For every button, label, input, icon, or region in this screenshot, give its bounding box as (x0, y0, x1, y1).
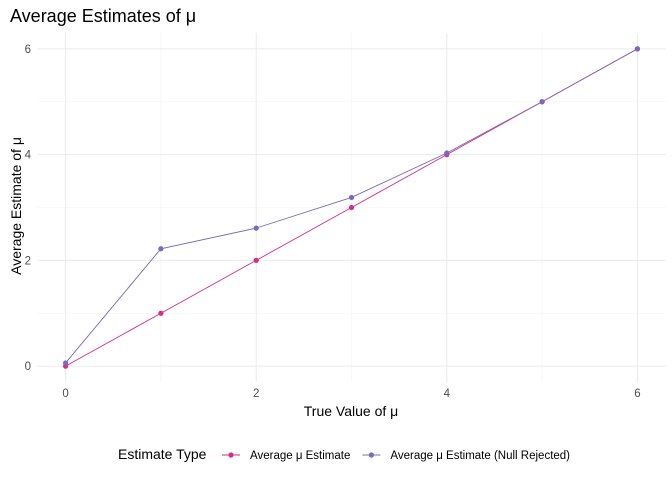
series-layer (62, 46, 641, 369)
data-point (158, 246, 164, 252)
data-point (348, 204, 355, 211)
legend-label: Average μ Estimate (Null Rejected) (390, 450, 570, 462)
x-axis-title: True Value of μ (304, 403, 398, 419)
tick-labels: 0 2 4 6 0 2 4 6 (25, 44, 641, 400)
data-point (444, 150, 450, 156)
data-point (539, 99, 545, 105)
y-tick-label: 0 (25, 361, 31, 373)
legend-item-2: Average μ Estimate (Null Rejected) (362, 450, 570, 462)
legend-key-point (368, 452, 374, 458)
y-tick-label: 2 (25, 255, 31, 267)
y-tick-label: 6 (25, 44, 31, 56)
x-tick-label: 2 (253, 388, 259, 400)
chart-title: Average Estimates of μ (10, 6, 196, 26)
x-tick-label: 0 (62, 388, 68, 400)
legend-label: Average μ Estimate (250, 450, 350, 462)
x-tick-label: 4 (444, 388, 451, 400)
y-axis-title: Average Estimate of μ (8, 137, 24, 275)
x-tick-label: 6 (634, 388, 640, 400)
data-point (253, 225, 259, 231)
y-tick-label: 4 (25, 150, 32, 162)
data-point (348, 194, 355, 201)
legend-item-1: Average μ Estimate (222, 450, 350, 462)
data-point (253, 257, 259, 263)
legend-title: Estimate Type (118, 446, 207, 462)
data-point (158, 310, 164, 316)
legend-key-point (228, 452, 234, 458)
legend: Estimate Type Average μ Estimate Average … (118, 446, 570, 462)
data-point (634, 46, 641, 52)
legend-items: Average μ Estimate Average μ Estimate (Nu… (222, 450, 570, 462)
series-2 (62, 46, 641, 366)
data-point (62, 360, 69, 366)
